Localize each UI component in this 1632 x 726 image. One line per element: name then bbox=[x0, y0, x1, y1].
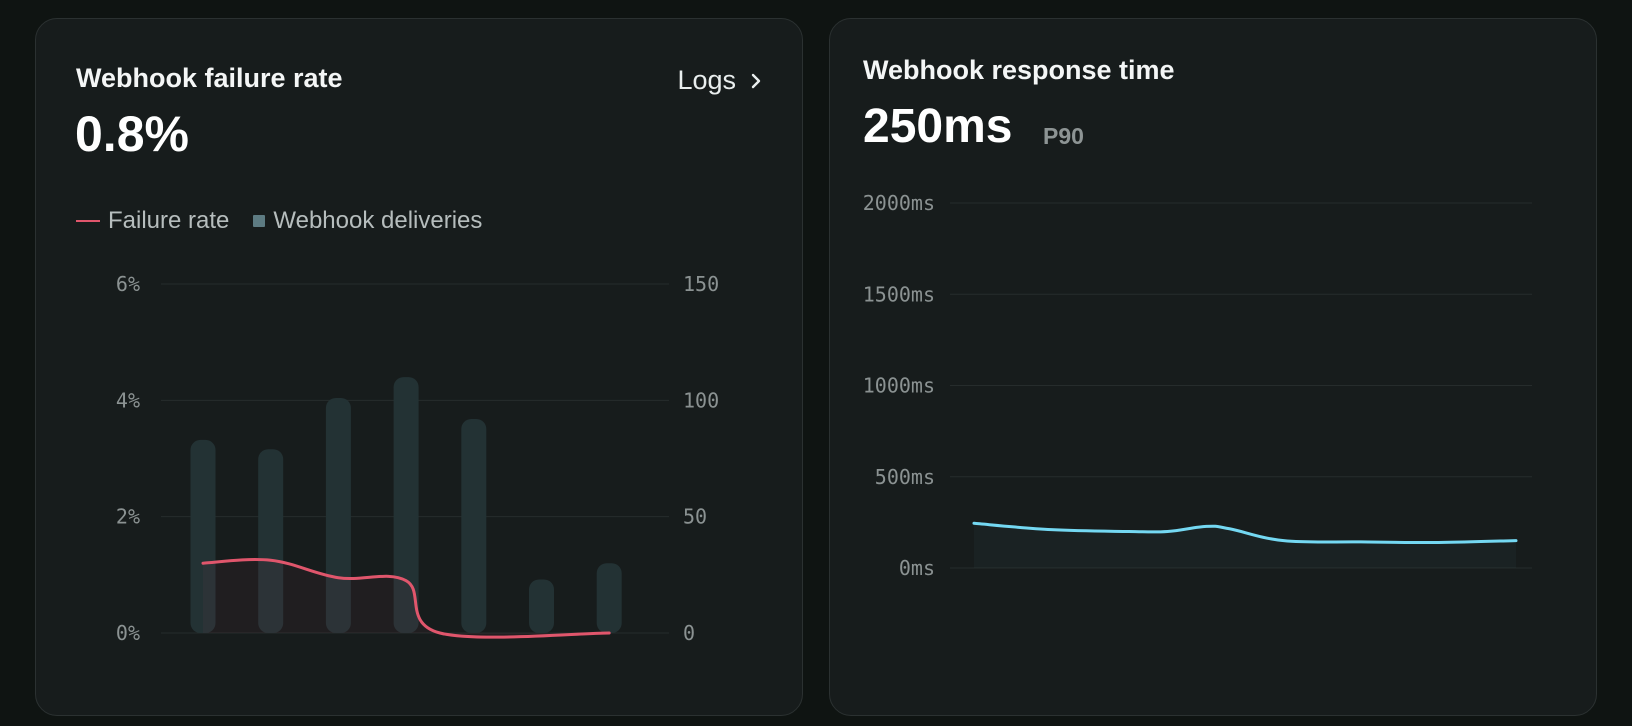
logs-link-label: Logs bbox=[677, 65, 736, 95]
delivery-bar bbox=[393, 377, 419, 633]
y-tick-label: 0ms bbox=[899, 556, 935, 580]
logs-link[interactable]: Logs bbox=[677, 65, 762, 96]
legend-item-deliveries[interactable]: Webhook deliveries bbox=[253, 207, 482, 235]
y-right-tick-label: 0 bbox=[683, 621, 695, 645]
deliveries-swatch bbox=[253, 215, 266, 227]
y-left-tick-label: 4% bbox=[116, 388, 140, 412]
legend-item-failure-rate[interactable]: Failure rate bbox=[76, 207, 229, 235]
delivery-bar bbox=[529, 579, 554, 633]
failure-rate-value: 0.8% bbox=[75, 106, 189, 162]
y-tick-label: 2000ms bbox=[863, 191, 935, 215]
failure-rate-title: Webhook failure rate bbox=[76, 63, 343, 93]
y-left-tick-label: 2% bbox=[116, 505, 140, 529]
y-right-tick-label: 50 bbox=[683, 505, 707, 529]
percentile-label: P90 bbox=[1043, 123, 1084, 149]
response-time-line bbox=[972, 521, 1518, 545]
failure-rate-card: Webhook failure rate 0.8% Logs Failure r… bbox=[35, 18, 803, 716]
legend-label-failure-rate: Failure rate bbox=[108, 207, 230, 234]
y-tick-label: 500ms bbox=[875, 465, 935, 489]
failure-rate-line bbox=[201, 558, 611, 639]
y-tick-label: 1500ms bbox=[863, 282, 935, 306]
failure-rate-swatch bbox=[76, 220, 100, 222]
response-time-card: Webhook response time 250ms P90 0ms 500ms… bbox=[829, 18, 1597, 716]
delivery-bar bbox=[258, 449, 284, 633]
response-time-chart: 0ms 500ms 1000ms 1500ms 2000ms bbox=[863, 191, 1532, 580]
legend-label-deliveries: Webhook deliveries bbox=[273, 207, 483, 234]
failure-rate-area bbox=[203, 559, 610, 638]
chart-legend: Failure rate Webhook deliveries bbox=[76, 207, 482, 235]
delivery-bar bbox=[461, 418, 487, 633]
y-left-tick-label: 0% bbox=[116, 621, 140, 645]
y-tick-label: 1000ms bbox=[863, 374, 935, 398]
failure-rate-chart: 0% 2% 4% 6% 0 50 100 150 bbox=[116, 272, 719, 645]
delivery-bar bbox=[325, 398, 351, 633]
y-right-tick-label: 100 bbox=[683, 388, 719, 412]
y-right-tick-label: 150 bbox=[683, 272, 719, 296]
chevron-right-icon bbox=[751, 73, 761, 88]
delivery-bar bbox=[190, 439, 216, 633]
response-time-value: 250ms bbox=[863, 100, 1013, 153]
y-left-tick-label: 6% bbox=[116, 272, 140, 296]
delivery-bar bbox=[596, 563, 622, 633]
response-time-title: Webhook response time bbox=[863, 55, 1175, 85]
